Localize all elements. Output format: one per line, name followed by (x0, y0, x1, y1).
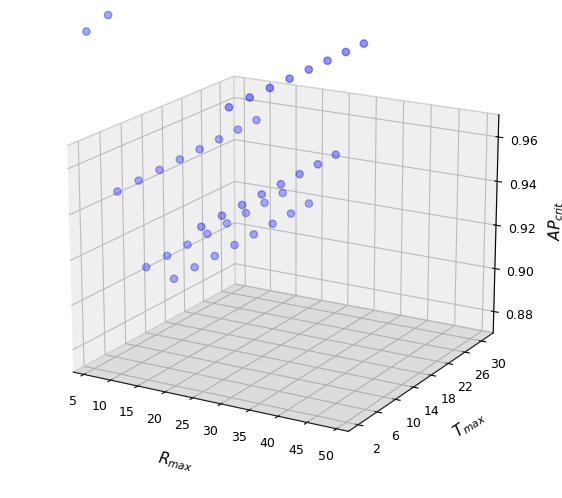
X-axis label: $R_{max}$: $R_{max}$ (156, 448, 196, 474)
Y-axis label: $T_{max}$: $T_{max}$ (450, 407, 488, 442)
